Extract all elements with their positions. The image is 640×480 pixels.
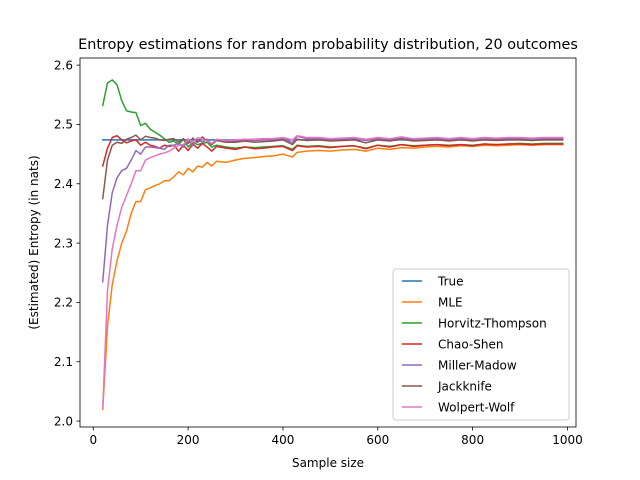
legend-label-chao-shen: Chao-Shen — [438, 337, 503, 351]
y-tick-label: 2.2 — [54, 296, 73, 310]
legend-label-miller-madow: Miller-Madow — [438, 358, 517, 372]
y-tick-label: 2.6 — [54, 58, 73, 72]
legend-label-mle: MLE — [438, 295, 463, 309]
y-tick-label: 2.4 — [54, 177, 73, 191]
x-tick-label: 800 — [461, 433, 484, 447]
axes-frame — [79, 57, 577, 428]
series-layer — [101, 79, 564, 410]
y-axis-label: (Estimated) Entropy (in nats) — [27, 155, 41, 329]
legend-label-horvitz-thompson: Horvitz-Thompson — [438, 316, 547, 330]
x-tick-label: 400 — [271, 433, 294, 447]
x-tick-label: 600 — [366, 433, 389, 447]
series-line-chao-shen — [101, 134, 564, 167]
x-tick-label: 200 — [177, 433, 200, 447]
series-line-miller-madow — [101, 135, 564, 283]
series-line-wolpert-wolf — [101, 134, 564, 409]
legend-label-wolpert-wolf: Wolpert-Wolf — [438, 400, 515, 414]
series-line-jackknife — [101, 134, 564, 200]
x-tick-label: 1000 — [552, 433, 583, 447]
legend: True MLE Horvitz-Thompson Chao-Shen Miller-M… — [392, 268, 570, 421]
y-tick-label: 2.0 — [54, 414, 73, 428]
legend-label-jackknife: Jackknife — [437, 379, 492, 393]
y-axis: 2.0 2.1 2.2 2.3 2.4 2.5 2.6 — [54, 58, 80, 428]
y-tick-label: 2.3 — [54, 236, 73, 250]
chart-title: Entropy estimations for random probabili… — [78, 37, 578, 53]
y-tick-label: 2.5 — [54, 118, 73, 132]
legend-label-true: True — [437, 274, 464, 288]
x-axis: 0 200 400 600 800 1000 — [89, 427, 583, 447]
legend-frame — [392, 268, 570, 421]
x-axis-label: Sample size — [292, 456, 364, 470]
y-tick-label: 2.1 — [54, 355, 73, 369]
series-line-mle — [101, 143, 564, 410]
x-tick-label: 0 — [89, 433, 97, 447]
